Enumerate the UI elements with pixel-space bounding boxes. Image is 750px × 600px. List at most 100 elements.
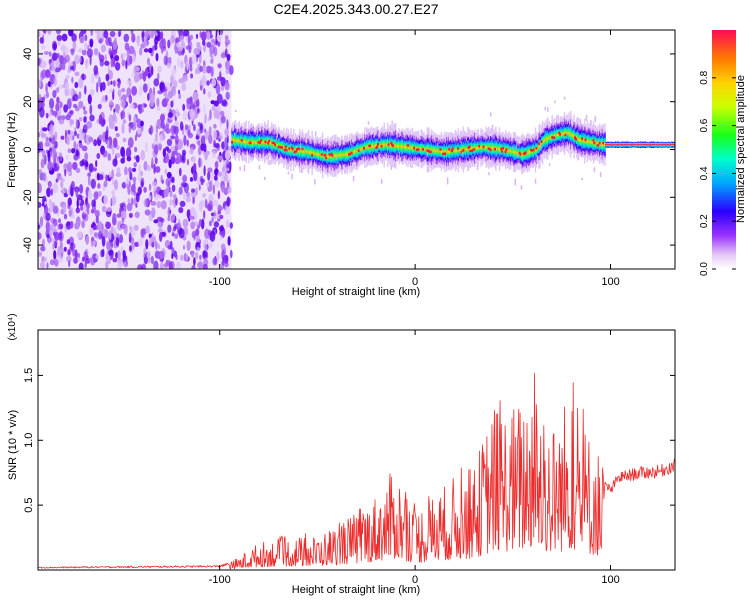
noise-blob (226, 53, 231, 62)
signal-speckle (554, 100, 556, 104)
signal-cell (484, 146, 487, 149)
signal-peak (500, 150, 504, 153)
noise-blob (95, 215, 99, 224)
signal-speckle (380, 179, 383, 184)
noise-blob (204, 198, 208, 209)
colorbar-tick-label: 0.0 (699, 262, 710, 276)
noise-blob (38, 93, 42, 101)
noise-blob (112, 137, 118, 149)
signal-cell (480, 146, 482, 149)
signal-cell (476, 146, 479, 150)
noise-blob (82, 106, 86, 111)
snr-ytick-label: 1.0 (23, 433, 35, 448)
signal-cell (307, 150, 309, 154)
spectrogram-ytick-label: -40 (22, 237, 34, 253)
signal-peak (456, 147, 460, 150)
noise-blob (127, 137, 134, 149)
noise-blob (142, 103, 145, 109)
noise-blob (174, 120, 179, 127)
signal-speckle (548, 163, 551, 166)
snr-xtick-label: -100 (209, 574, 231, 586)
noise-blob (183, 30, 190, 37)
signal-cell (453, 149, 456, 153)
noise-blob (226, 119, 229, 130)
noise-blob (151, 65, 154, 76)
noise-blob (75, 167, 81, 174)
signal-peak (602, 141, 605, 145)
noise-blob (48, 51, 52, 57)
noise-blob (163, 97, 170, 103)
signal-cell (361, 147, 363, 151)
noise-blob (79, 143, 83, 149)
colorbar-tick-label: 0.4 (699, 166, 710, 180)
noise-blob (46, 262, 49, 269)
noise-blob (212, 257, 218, 266)
noise-blob (84, 159, 89, 171)
signal-speckle (327, 149, 329, 154)
noise-blob (149, 125, 153, 136)
noise-blob (198, 46, 203, 51)
signal-cell (528, 150, 531, 154)
signal-cell (481, 146, 483, 149)
noise-blob (162, 148, 167, 158)
noise-blob (153, 78, 160, 87)
noise-blob (151, 157, 154, 168)
signal-cell (635, 144, 638, 146)
noise-blob (81, 220, 85, 229)
noise-blob (52, 43, 57, 50)
signal-speckle (300, 168, 303, 173)
noise-blob (221, 141, 225, 150)
noise-blob (140, 177, 145, 187)
noise-blob (191, 188, 195, 193)
noise-blob (217, 155, 224, 160)
noise-blob (163, 55, 168, 66)
noise-blob (45, 176, 49, 185)
signal-cell (632, 143, 634, 146)
signal-cell (341, 153, 343, 157)
noise-blob (52, 242, 55, 251)
signal-cell (643, 143, 646, 146)
signal-cell (555, 134, 557, 137)
noise-blob (101, 81, 106, 91)
signal-cell (238, 139, 240, 143)
noise-blob (225, 60, 230, 70)
noise-blob (194, 251, 199, 260)
signal-peak (532, 148, 536, 152)
signal-cell (396, 145, 399, 147)
noise-blob (159, 40, 165, 50)
signal-cell (496, 147, 498, 151)
signal-peak (493, 147, 497, 151)
noise-blob (113, 226, 117, 238)
noise-blob (159, 251, 165, 260)
signal-cell (345, 153, 348, 156)
signal-cell (565, 131, 567, 135)
noise-blob (48, 59, 52, 64)
snr-series-line (38, 372, 675, 570)
noise-blob (105, 174, 108, 182)
signal-speckle (394, 162, 396, 167)
noise-blob (153, 260, 159, 269)
noise-blob (119, 203, 125, 208)
signal-cell (284, 146, 286, 150)
signal-peak (537, 142, 541, 146)
signal-cell (526, 151, 529, 155)
signal-cell (431, 149, 434, 152)
noise-blob (87, 44, 90, 50)
spectrogram-ytick-label: 20 (22, 96, 34, 108)
noise-blob (220, 243, 226, 251)
signal-cell (306, 150, 308, 153)
noise-blob (150, 255, 154, 265)
noise-blob (188, 56, 193, 67)
signal-cell (491, 146, 494, 150)
signal-cell (604, 143, 606, 147)
signal-peak (596, 144, 600, 147)
noise-blob (113, 108, 116, 113)
signal-speckle (409, 165, 412, 168)
noise-blob (59, 233, 63, 241)
noise-blob (171, 213, 176, 221)
noise-blob (75, 149, 80, 157)
noise-blob (190, 146, 194, 155)
noise-blob (106, 240, 111, 251)
noise-blob (212, 150, 217, 159)
